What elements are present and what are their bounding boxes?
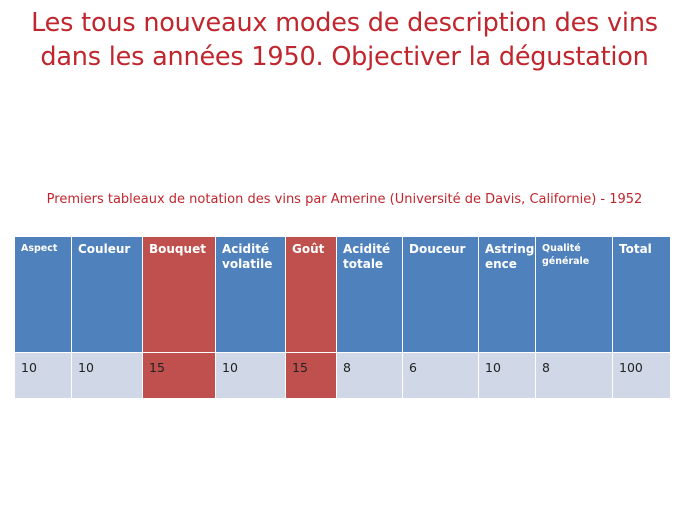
header-cell-bouquet: Bouquet — [142, 236, 216, 353]
value-cell-aspect: 10 — [14, 352, 72, 399]
value-cell-couleur: 10 — [71, 352, 143, 399]
value-cell-acidite-volatile: 10 — [215, 352, 286, 399]
slide-title-line-2: dans les années 1950. Objectiver la dégu… — [40, 42, 649, 72]
header-cell-couleur: Couleur — [71, 236, 143, 353]
slide-subtitle: Premiers tableaux de notation des vins p… — [46, 192, 643, 207]
value-cell-douceur: 6 — [402, 352, 479, 399]
value-cell-astringence: 10 — [478, 352, 536, 399]
slide-title: Les tous nouveaux modes de description d… — [0, 6, 689, 74]
header-cell-aspect: Aspect — [14, 236, 72, 353]
values-row: 10 10 15 10 15 8 6 10 8 100 — [14, 352, 671, 399]
header-cell-astringence: Astring ence — [478, 236, 536, 353]
header-cell-gout: Goût — [285, 236, 337, 353]
value-cell-qualite-generale: 8 — [535, 352, 613, 399]
header-cell-total: Total — [612, 236, 671, 353]
header-cell-acidite-totale: Acidité totale — [336, 236, 403, 353]
value-cell-total: 100 — [612, 352, 671, 399]
slide-title-line-1: Les tous nouveaux modes de description d… — [31, 8, 658, 38]
header-row: Aspect Couleur Bouquet Acidité volatile … — [14, 236, 671, 353]
header-cell-qualite-generale: Qualité générale — [535, 236, 613, 353]
scoring-table: Aspect Couleur Bouquet Acidité volatile … — [14, 236, 671, 399]
value-cell-acidite-totale: 8 — [336, 352, 403, 399]
value-cell-gout: 15 — [285, 352, 337, 399]
value-cell-bouquet: 15 — [142, 352, 216, 399]
header-cell-douceur: Douceur — [402, 236, 479, 353]
header-cell-acidite-volatile: Acidité volatile — [215, 236, 286, 353]
